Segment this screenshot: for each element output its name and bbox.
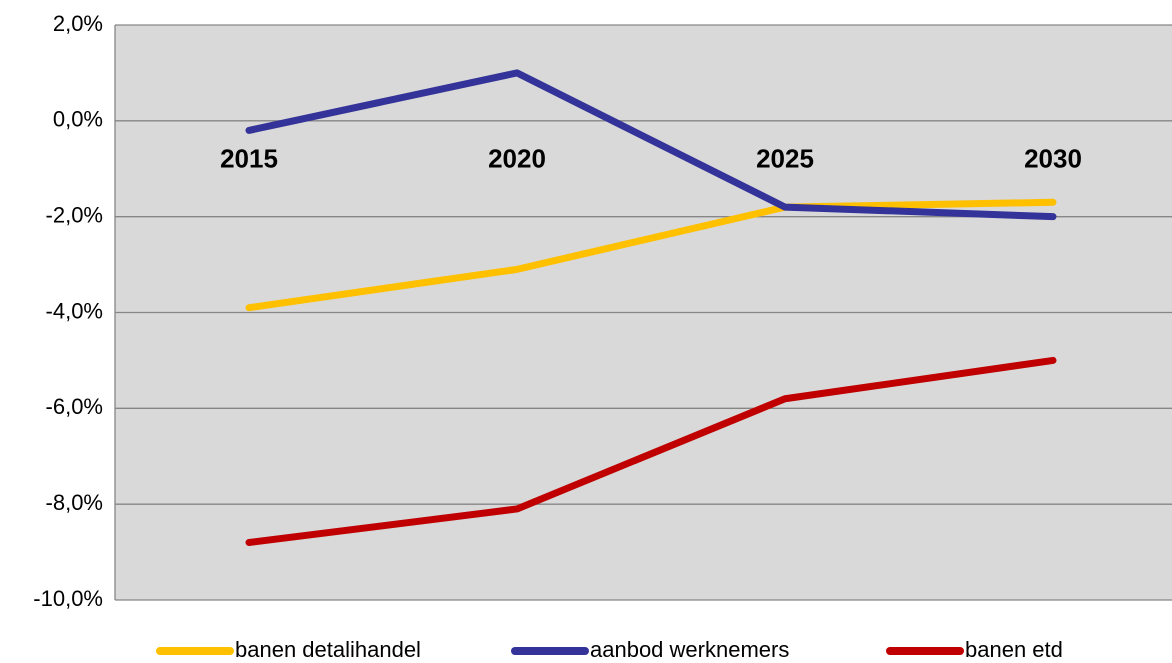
y-tick-label: -4,0%: [46, 298, 103, 323]
legend-label: banen etd: [965, 637, 1063, 662]
x-tick-label: 2015: [220, 144, 278, 174]
x-tick-label: 2030: [1024, 144, 1082, 174]
x-tick-label: 2025: [756, 144, 814, 174]
line-series: [245, 198, 1057, 312]
legend-label: aanbod werknemers: [590, 637, 789, 662]
y-tick-label: -10,0%: [33, 586, 103, 611]
line-series: [245, 356, 1057, 546]
y-tick-label: -6,0%: [46, 394, 103, 419]
line-series: [245, 69, 1057, 221]
y-tick-label: -8,0%: [46, 490, 103, 515]
legend-label: banen detalihandel: [235, 637, 421, 662]
y-tick-label: -2,0%: [46, 202, 103, 227]
x-tick-label: 2020: [488, 144, 546, 174]
y-tick-label: 0,0%: [53, 107, 103, 132]
y-tick-label: 2,0%: [53, 11, 103, 36]
